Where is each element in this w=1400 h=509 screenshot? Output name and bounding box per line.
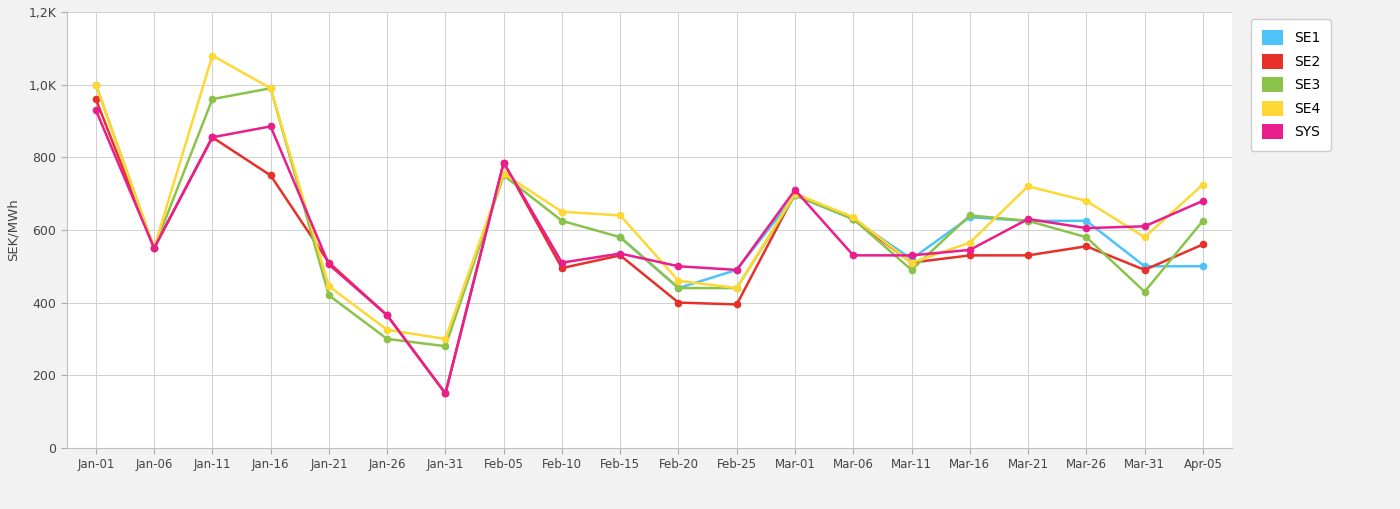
- SE1: [787, 192, 804, 199]
- SE4: [146, 245, 162, 251]
- SE2: [903, 260, 920, 266]
- SE2: [962, 252, 979, 259]
- Line: SYS: SYS: [92, 107, 1205, 397]
- SE3: [262, 85, 279, 91]
- Y-axis label: SEK/MWh: SEK/MWh: [7, 199, 20, 261]
- SYS: [1078, 225, 1095, 231]
- SYS: [204, 134, 221, 140]
- SE1: [1019, 218, 1036, 224]
- SYS: [87, 107, 104, 113]
- SE3: [1137, 289, 1154, 295]
- SE4: [437, 336, 454, 342]
- SE2: [437, 390, 454, 397]
- SE3: [321, 292, 337, 298]
- SYS: [146, 245, 162, 251]
- SE2: [728, 301, 745, 307]
- SE1: [844, 216, 861, 222]
- SE1: [903, 256, 920, 262]
- SE3: [844, 216, 861, 222]
- SYS: [962, 247, 979, 253]
- SE3: [553, 218, 570, 224]
- SYS: [1137, 223, 1154, 230]
- SE3: [671, 285, 687, 291]
- SE4: [612, 212, 629, 218]
- Legend: SE1, SE2, SE3, SE4, SYS: SE1, SE2, SE3, SE4, SYS: [1250, 19, 1331, 151]
- SE1: [1137, 263, 1154, 269]
- SE3: [787, 192, 804, 199]
- SE4: [321, 283, 337, 289]
- SYS: [1194, 198, 1211, 204]
- SE2: [146, 245, 162, 251]
- SYS: [321, 262, 337, 268]
- SYS: [379, 312, 396, 318]
- SE2: [87, 96, 104, 102]
- Line: SE4: SE4: [92, 52, 1205, 342]
- SE1: [1078, 218, 1095, 224]
- SE1: [962, 214, 979, 220]
- SE2: [1078, 243, 1095, 249]
- SE2: [204, 134, 221, 140]
- SYS: [262, 123, 279, 129]
- SE3: [903, 267, 920, 273]
- SE1: [612, 234, 629, 240]
- SE2: [496, 160, 512, 166]
- SE4: [87, 81, 104, 88]
- SE4: [903, 260, 920, 266]
- SE3: [437, 343, 454, 349]
- SYS: [496, 160, 512, 166]
- SE3: [496, 173, 512, 179]
- SE4: [262, 85, 279, 91]
- SE4: [1078, 198, 1095, 204]
- SE3: [1019, 218, 1036, 224]
- SYS: [553, 260, 570, 266]
- SYS: [1019, 216, 1036, 222]
- SE4: [379, 327, 396, 333]
- SE3: [204, 96, 221, 102]
- SE2: [1019, 252, 1036, 259]
- SE2: [612, 252, 629, 259]
- SYS: [612, 250, 629, 257]
- SE1: [671, 285, 687, 291]
- SE2: [553, 265, 570, 271]
- SYS: [903, 252, 920, 259]
- Line: SE2: SE2: [92, 96, 1205, 397]
- SE2: [1194, 241, 1211, 247]
- SE4: [204, 52, 221, 59]
- SE3: [612, 234, 629, 240]
- SE4: [671, 278, 687, 284]
- SE4: [962, 240, 979, 246]
- SE3: [379, 336, 396, 342]
- SE4: [787, 190, 804, 196]
- SYS: [728, 267, 745, 273]
- Line: SE3: SE3: [92, 81, 1205, 349]
- Line: SE1: SE1: [617, 192, 1205, 291]
- SE4: [844, 214, 861, 220]
- SE2: [671, 299, 687, 305]
- SE2: [787, 190, 804, 196]
- SE4: [728, 285, 745, 291]
- SE3: [728, 285, 745, 291]
- SE4: [1194, 182, 1211, 188]
- SE1: [728, 267, 745, 273]
- SE2: [1137, 267, 1154, 273]
- SE2: [321, 260, 337, 266]
- SYS: [437, 390, 454, 397]
- SE4: [1019, 183, 1036, 189]
- SYS: [787, 187, 804, 193]
- SYS: [671, 263, 687, 269]
- SE4: [496, 171, 512, 177]
- SE3: [1194, 218, 1211, 224]
- SE2: [262, 173, 279, 179]
- SYS: [844, 252, 861, 259]
- SE3: [962, 212, 979, 218]
- SE1: [1194, 263, 1211, 269]
- SE2: [844, 216, 861, 222]
- SE3: [1078, 234, 1095, 240]
- SE4: [1137, 234, 1154, 240]
- SE4: [553, 209, 570, 215]
- SE3: [87, 81, 104, 88]
- SE2: [379, 312, 396, 318]
- SE3: [146, 245, 162, 251]
